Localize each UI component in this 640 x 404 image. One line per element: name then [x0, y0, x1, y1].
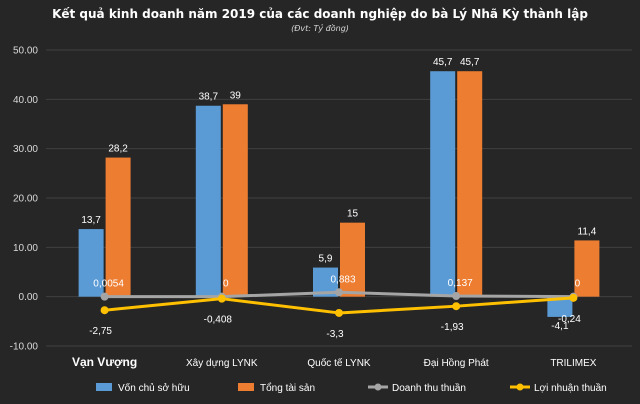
bar-value-label: 45,7 — [433, 57, 453, 68]
legend: Vốn chủ sở hữu Tổng tài sản Doanh thu thuầ… — [96, 382, 607, 394]
chart-title: Kết quả kinh doanh năm 2019 của các doan… — [52, 7, 588, 21]
y-tick-label: 50.00 — [13, 46, 38, 57]
y-tick-label: 0.00 — [19, 292, 39, 303]
bar-tong-tai-san-4 — [574, 240, 600, 297]
line-point — [100, 292, 109, 301]
line-value-label: 0,883 — [330, 274, 355, 285]
y-axis-ticks: -10.00 0.00 10.00 20.00 30.00 40.00 50.00 — [10, 46, 39, 353]
x-category-label: Quốc tế LYNK — [307, 357, 371, 369]
bar-tong-tai-san-3 — [457, 71, 483, 297]
legend-label: Lợi nhuận thuần — [534, 382, 607, 394]
line-point — [335, 288, 343, 297]
bar-value-label: 45,7 — [460, 57, 480, 68]
x-category-label: Xây dựng LYNK — [186, 358, 258, 369]
line-point — [100, 306, 109, 315]
line-value-label: 0 — [223, 279, 229, 290]
line-point — [335, 308, 343, 317]
line-value-label: 0 — [575, 279, 581, 290]
legend-swatch — [96, 383, 112, 391]
bar-von-chu-so-huu-4 — [547, 296, 573, 317]
bar-von-chu-so-huu-3 — [430, 71, 456, 297]
bar-tong-tai-san-1 — [222, 104, 248, 297]
bar-value-label: 5,9 — [319, 254, 333, 265]
line-value-label: 0,137 — [448, 278, 473, 289]
legend-label: Doanh thu thuần — [392, 382, 466, 394]
bar-von-chu-so-huu-1 — [195, 105, 221, 297]
line-point — [452, 291, 461, 300]
bar-value-label: 11,4 — [578, 226, 597, 237]
lines — [100, 288, 578, 317]
y-tick-label: 40.00 — [13, 95, 38, 106]
chart-subtitle: (Đvt: Tỷ đồng) — [291, 23, 349, 33]
legend-marker — [374, 383, 382, 391]
x-category-label: Đại Hồng Phát — [424, 357, 489, 369]
y-tick-label: 20.00 — [13, 194, 38, 205]
x-category-label: TRILIMEX — [550, 358, 596, 369]
y-tick-label: -10.00 — [10, 342, 39, 353]
line-value-label: -2,75 — [89, 326, 112, 337]
line-point — [569, 293, 578, 302]
bar-value-label: -4,1 — [551, 321, 569, 332]
x-category-label: Vạn Vượng — [72, 355, 137, 369]
line-value-label: -3,3 — [326, 329, 344, 340]
bar-value-label: 13,7 — [81, 215, 101, 226]
x-axis-labels: Vạn Vượng Xây dựng LYNK Quốc tế LYNK Đại Hồ… — [72, 355, 597, 369]
bar-tong-tai-san-2 — [340, 222, 365, 297]
line-point — [217, 294, 226, 303]
bar-value-label: 15 — [347, 209, 359, 220]
line-value-label: -1,93 — [441, 322, 464, 333]
line-value-label: -0,408 — [204, 315, 233, 326]
data-labels: 13,7 38,7 5,9 45,7 -4,1 28,2 39 15 45,7 11,4 0,005… — [81, 57, 596, 340]
legend-label: Tổng tài sản — [260, 382, 315, 394]
line-value-label: 0,0054 — [93, 279, 124, 290]
bar-von-chu-so-huu-0 — [78, 229, 104, 297]
line-point — [452, 302, 461, 311]
bar-value-label: 39 — [230, 90, 242, 101]
bar-value-label: 38,7 — [199, 92, 219, 103]
bar-value-label: 28,2 — [108, 144, 128, 155]
bars — [78, 71, 600, 317]
legend-swatch — [238, 383, 254, 391]
legend-label: Vốn chủ sở hữu — [118, 382, 190, 394]
legend-marker — [516, 383, 524, 391]
bar-tong-tai-san-0 — [105, 157, 131, 297]
y-tick-label: 10.00 — [13, 243, 38, 254]
y-tick-label: 30.00 — [13, 144, 38, 155]
gridlines — [46, 49, 632, 347]
line-value-label: -0,24 — [558, 314, 581, 325]
